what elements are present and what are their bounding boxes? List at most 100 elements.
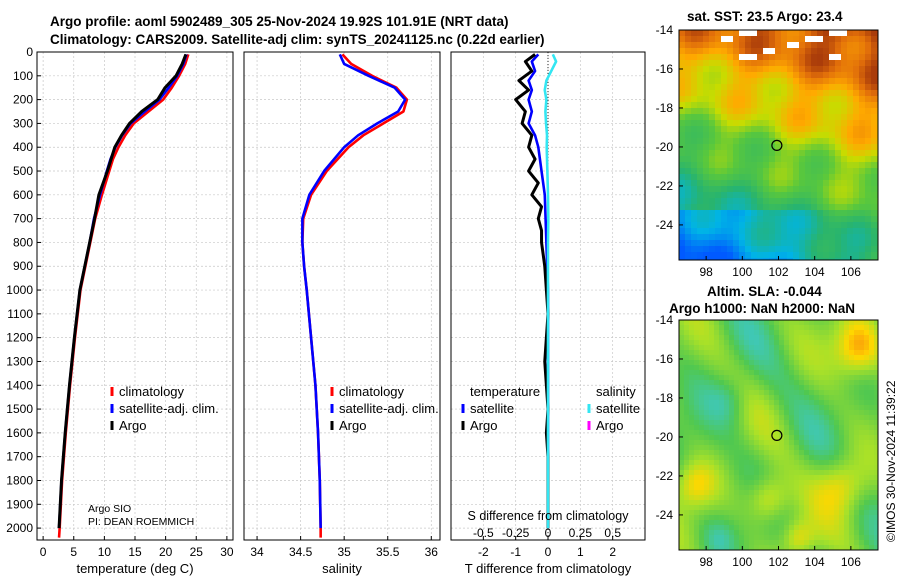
map-cell <box>739 480 745 486</box>
map-cell <box>874 450 878 456</box>
map-cell <box>727 198 734 205</box>
map-cell <box>745 78 752 85</box>
map-cell <box>775 162 782 169</box>
map-cell <box>819 460 825 466</box>
x-tick-label: 106 <box>841 555 861 569</box>
map-cell <box>727 108 734 115</box>
map-cell <box>764 495 770 501</box>
map-cell <box>834 480 840 486</box>
map-cell <box>689 410 695 416</box>
map-cell <box>734 495 740 501</box>
map-cell <box>859 470 865 476</box>
map-cell <box>817 96 824 103</box>
map-cell <box>679 168 686 175</box>
map-cell <box>864 525 870 531</box>
map-cell <box>744 330 750 336</box>
map-cell <box>809 480 815 486</box>
map-cell <box>817 54 824 61</box>
map-cell <box>709 390 715 396</box>
map-cell <box>799 192 806 199</box>
map-cell <box>719 470 725 476</box>
map-cell <box>865 126 872 133</box>
map-cell <box>751 66 758 73</box>
map-cell <box>745 228 752 235</box>
map-cell <box>709 520 715 526</box>
map-cell <box>824 510 830 516</box>
map-cell <box>823 162 830 169</box>
map-cell <box>834 465 840 471</box>
map-cell <box>714 440 720 446</box>
map-cell <box>824 440 830 446</box>
map-cell <box>704 335 710 341</box>
map-cell <box>859 258 866 260</box>
map-cell <box>763 252 770 259</box>
map-cell <box>854 365 860 371</box>
map-cell <box>869 450 875 456</box>
map-cell <box>691 90 698 97</box>
map-cell <box>704 435 710 441</box>
map-cell <box>749 375 755 381</box>
map-cell <box>754 485 760 491</box>
map-cell <box>794 385 800 391</box>
map-cell <box>764 350 770 356</box>
map-cell <box>739 198 746 205</box>
map-cell <box>793 90 800 97</box>
map-cell <box>739 545 745 550</box>
map-cell <box>839 340 845 346</box>
map-cell <box>774 370 780 376</box>
map-cell <box>784 500 790 506</box>
map-cell <box>739 530 745 536</box>
map-cell <box>781 252 788 259</box>
map-cell <box>739 360 745 366</box>
map-cell <box>784 540 790 546</box>
map-cell <box>757 246 764 253</box>
map-cell <box>714 545 720 550</box>
map-cell <box>793 258 800 260</box>
map-cell <box>684 445 690 451</box>
map-cell <box>719 500 725 506</box>
map-cell <box>739 325 745 331</box>
map-cell <box>829 340 835 346</box>
map-cell <box>729 430 735 436</box>
map-cell <box>865 54 872 61</box>
map-cell <box>764 385 770 391</box>
map-cell <box>733 252 740 259</box>
map-cell <box>847 114 854 121</box>
map-cell <box>733 240 740 247</box>
map-cell <box>865 84 872 91</box>
map-cell <box>799 355 805 361</box>
x2-tick-label: 0.25 <box>569 526 593 540</box>
map-cell <box>784 390 790 396</box>
map-cell <box>824 375 830 381</box>
map-cell <box>749 440 755 446</box>
map-cell <box>844 365 850 371</box>
map-cell <box>811 174 818 181</box>
map-cell <box>733 186 740 193</box>
map-cell <box>804 480 810 486</box>
map-cell <box>739 435 745 441</box>
map-cell <box>823 222 830 229</box>
map-cell <box>847 234 854 241</box>
map-cell <box>805 216 812 223</box>
map-cell <box>679 96 686 103</box>
map-cell <box>779 465 785 471</box>
map-cell <box>734 545 740 550</box>
map-cell <box>789 485 795 491</box>
map-cell <box>844 510 850 516</box>
map-cell <box>844 410 850 416</box>
map-cell <box>739 246 746 253</box>
map-cell <box>874 400 878 406</box>
map-cell <box>679 246 686 253</box>
map-cell <box>709 198 716 205</box>
map-cell <box>724 375 730 381</box>
map-cell <box>864 470 870 476</box>
map-cell <box>844 505 850 511</box>
map-cell <box>864 395 870 401</box>
map-cell <box>775 156 782 163</box>
map-cell <box>779 330 785 336</box>
map-cell <box>839 420 845 426</box>
map-cell <box>844 325 850 331</box>
map-cell <box>793 78 800 85</box>
map-cell <box>854 525 860 531</box>
map-cell <box>841 198 848 205</box>
